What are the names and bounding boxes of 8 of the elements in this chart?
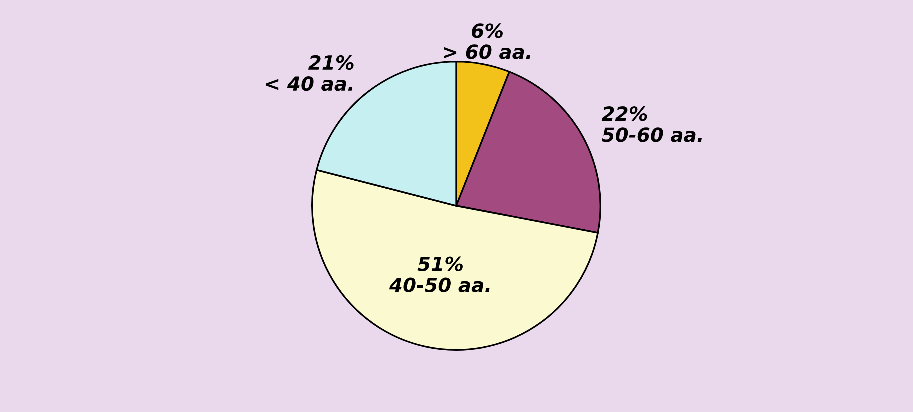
slice-label: > 60 aa. <box>444 44 530 60</box>
data-label: 6% <box>472 24 503 38</box>
data-label: 51% <box>418 256 463 272</box>
slice-label: 50-60 aa. <box>602 128 702 142</box>
slice-label: 40-50 aa. <box>389 278 490 292</box>
data-label: 21% <box>308 55 354 70</box>
slice-label: < 40 aa. <box>266 76 353 92</box>
data-label: 22% <box>602 106 648 122</box>
